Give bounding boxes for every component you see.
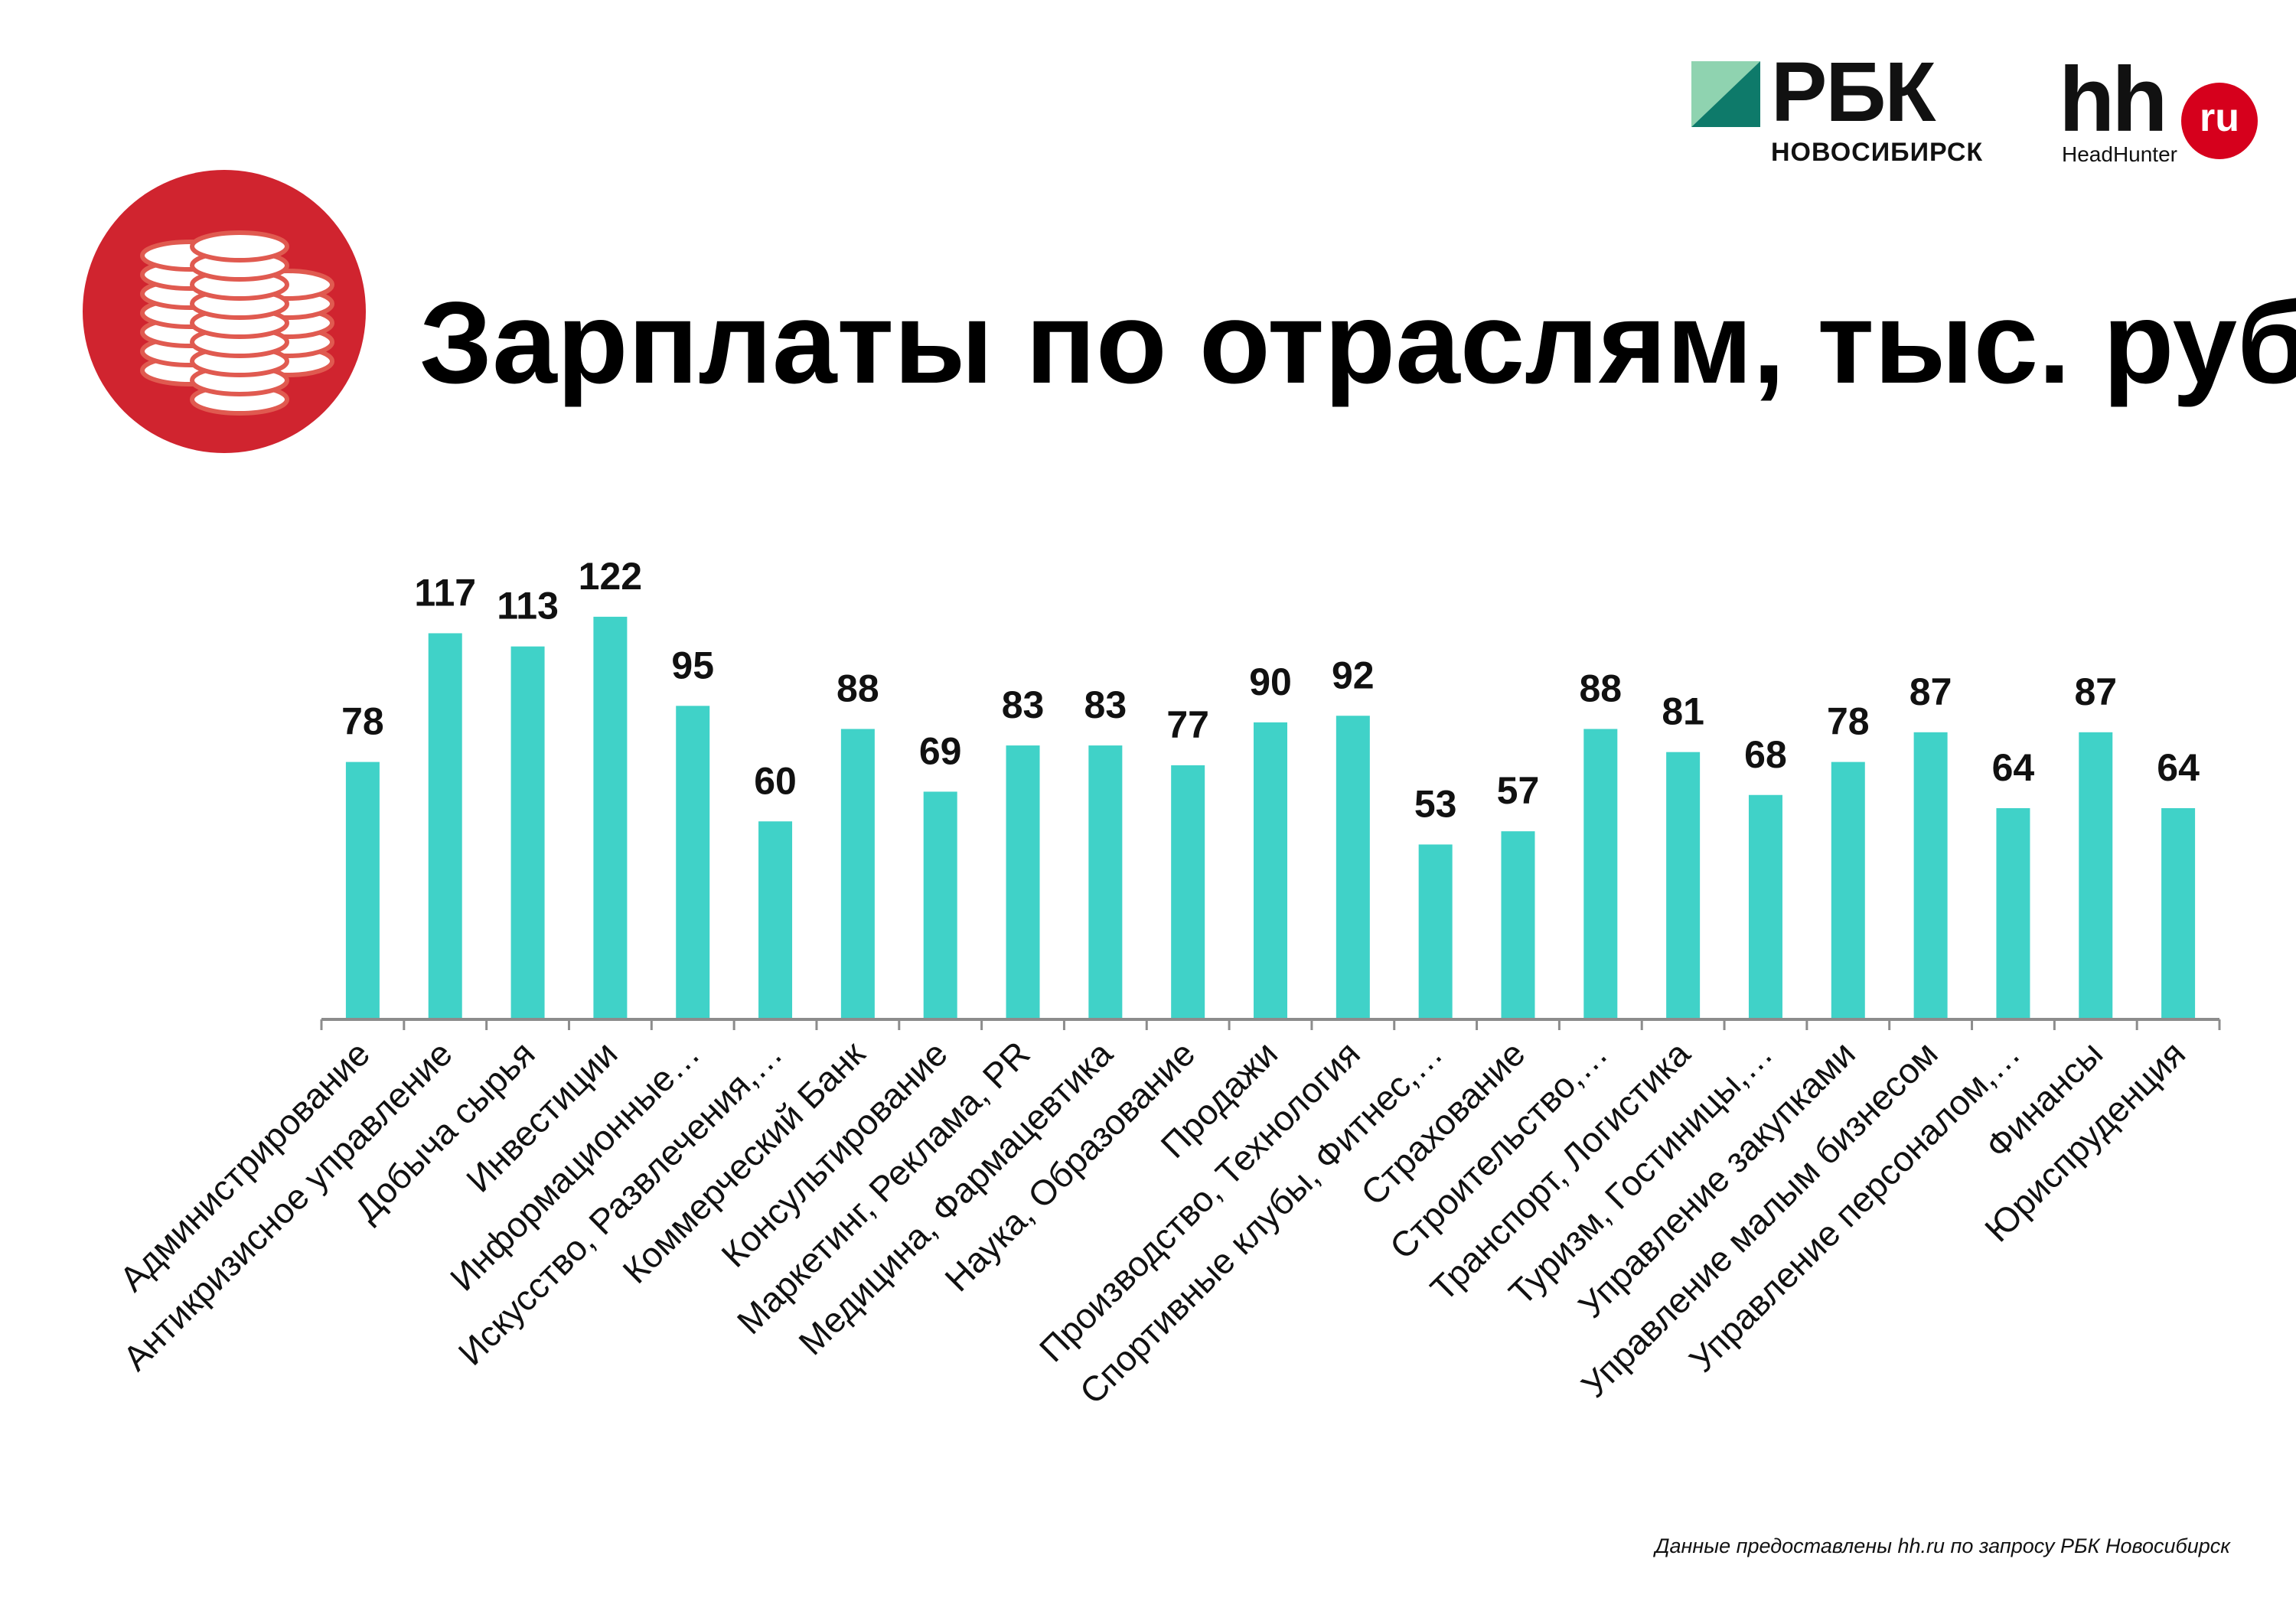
bar [1171, 765, 1205, 1019]
bar-value-label: 122 [579, 555, 642, 598]
bar-value-label: 78 [1827, 700, 1870, 743]
bar-value-label: 64 [2157, 746, 2200, 789]
bar [1831, 761, 1865, 1019]
bar-value-label: 88 [837, 667, 879, 710]
bar [1418, 844, 1453, 1019]
bar-value-label: 83 [1084, 683, 1127, 726]
bar-value-label: 117 [414, 571, 476, 614]
rbc-logo-mark [1691, 61, 1760, 127]
bar-value-label: 88 [1579, 667, 1622, 710]
bar [1996, 808, 2030, 1019]
rbc-logo: РБК НОВОСИБИРСК [1691, 51, 2013, 176]
bar-value-label: 53 [1414, 782, 1457, 825]
category-label: Антикризисное управление [115, 1033, 459, 1378]
bar [758, 821, 793, 1019]
bar [1501, 831, 1535, 1019]
bar-value-label: 69 [919, 729, 962, 772]
bar [2079, 732, 2113, 1019]
bar-value-label: 77 [1166, 703, 1209, 746]
bar [1666, 752, 1701, 1019]
coins-icon [83, 170, 366, 453]
bar [676, 706, 710, 1019]
hh-logo-text: hh [2059, 48, 2168, 151]
bar-value-label: 87 [1910, 670, 1952, 713]
bar-value-label: 83 [1002, 683, 1045, 726]
bar [510, 646, 545, 1019]
bar [1254, 722, 1287, 1019]
bar [1088, 745, 1123, 1019]
bar [1748, 794, 1782, 1019]
bar [1006, 745, 1040, 1019]
bar-value-label: 81 [1662, 690, 1704, 733]
bar [1583, 729, 1618, 1019]
bar-value-label: 90 [1249, 660, 1292, 703]
bar [840, 729, 875, 1019]
source-note: Данные предоставлены hh.ru по запросу РБ… [1655, 1534, 2230, 1557]
bar-value-label: 68 [1744, 733, 1787, 776]
page-title: Зарплаты по отраслям, тыс. руб. [419, 278, 2296, 408]
bar [1913, 732, 1948, 1019]
bar [428, 633, 462, 1019]
hh-logo: hh ru HeadHunter [2059, 54, 2258, 174]
bar [1336, 716, 1370, 1019]
bar [345, 761, 380, 1019]
hh-logo-badge: ru [2181, 83, 2258, 159]
hh-logo-sub: HeadHunter [2062, 142, 2177, 166]
bar-value-label: 64 [1992, 746, 2035, 789]
bar-value-label: 57 [1497, 769, 1540, 812]
rbc-logo-city: НОВОСИБИРСК [1771, 138, 1984, 167]
bar-value-label: 87 [2074, 670, 2117, 713]
bar-value-label: 78 [341, 700, 384, 743]
bar [593, 616, 628, 1019]
bar [2161, 808, 2196, 1019]
bar [923, 791, 957, 1019]
bar-value-label: 113 [497, 585, 559, 628]
rbc-logo-text: РБК [1771, 45, 1936, 139]
bar-value-label: 95 [671, 644, 714, 686]
bar-value-label: 60 [754, 759, 797, 802]
bar-value-label: 92 [1332, 654, 1375, 696]
